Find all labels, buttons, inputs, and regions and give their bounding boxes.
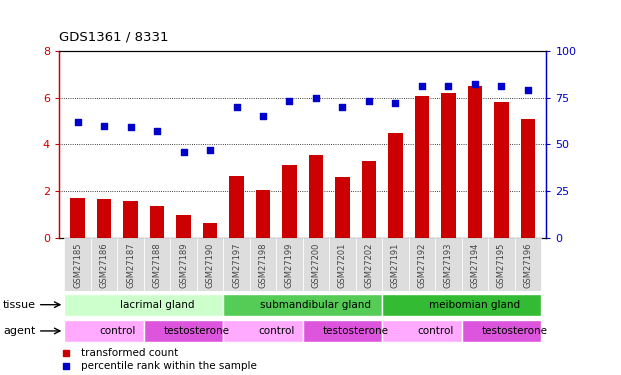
Text: GSM27186: GSM27186 [99,242,109,288]
FancyBboxPatch shape [303,238,329,291]
Text: transformed count: transformed count [81,348,178,358]
Text: tissue: tissue [3,300,36,310]
Point [152,128,162,134]
Bar [123,201,138,238]
Text: GSM27185: GSM27185 [73,242,82,288]
FancyBboxPatch shape [461,238,488,291]
FancyBboxPatch shape [488,238,515,291]
FancyBboxPatch shape [382,294,541,316]
FancyBboxPatch shape [224,294,382,316]
Bar [441,93,456,238]
Point [311,94,321,100]
Text: GSM27188: GSM27188 [153,242,161,288]
FancyBboxPatch shape [65,320,144,342]
Text: GSM27187: GSM27187 [126,242,135,288]
FancyBboxPatch shape [144,238,170,291]
FancyBboxPatch shape [515,238,541,291]
Text: control: control [99,326,135,336]
FancyBboxPatch shape [356,238,382,291]
Point [99,123,109,129]
Text: GSM27194: GSM27194 [471,242,479,288]
Point [205,147,215,153]
Bar [309,155,324,238]
FancyBboxPatch shape [91,238,117,291]
Bar [468,86,483,238]
FancyBboxPatch shape [435,238,461,291]
Bar [335,177,350,238]
Text: GSM27201: GSM27201 [338,242,347,288]
Text: testosterone: testosterone [482,326,548,336]
Bar [70,198,85,238]
Bar [202,223,217,238]
Bar [282,165,297,238]
Bar [388,133,403,238]
Bar [520,118,535,238]
Text: lacrimal gland: lacrimal gland [120,300,194,310]
Point [337,104,347,110]
Point [364,98,374,104]
FancyBboxPatch shape [382,320,461,342]
FancyBboxPatch shape [250,238,276,291]
Text: testosterone: testosterone [323,326,389,336]
Text: GSM27196: GSM27196 [524,242,532,288]
FancyBboxPatch shape [382,238,409,291]
Point [523,87,533,93]
Bar [176,214,191,238]
FancyBboxPatch shape [276,238,303,291]
Text: GSM27200: GSM27200 [312,242,320,288]
FancyBboxPatch shape [197,238,224,291]
Text: GSM27190: GSM27190 [206,242,214,288]
Text: GSM27195: GSM27195 [497,242,506,288]
Bar [229,176,244,238]
Text: testosterone: testosterone [164,326,230,336]
Text: meibomian gland: meibomian gland [429,300,520,310]
Bar [97,200,111,238]
FancyBboxPatch shape [329,238,356,291]
Bar [361,161,376,238]
Text: GSM27202: GSM27202 [365,242,373,288]
Text: control: control [258,326,294,336]
Text: GSM27193: GSM27193 [444,242,453,288]
Text: submandibular gland: submandibular gland [260,300,371,310]
Point [232,104,242,110]
Text: GSM27191: GSM27191 [391,242,400,288]
Text: GSM27199: GSM27199 [285,242,294,288]
Point [391,100,401,106]
FancyBboxPatch shape [117,238,144,291]
Point [125,124,135,130]
Point [417,83,427,89]
Point [179,149,189,155]
FancyBboxPatch shape [144,320,224,342]
FancyBboxPatch shape [170,238,197,291]
FancyBboxPatch shape [224,238,250,291]
FancyBboxPatch shape [303,320,382,342]
FancyBboxPatch shape [65,238,91,291]
Point [443,83,453,89]
Bar [256,190,270,238]
FancyBboxPatch shape [224,320,303,342]
FancyBboxPatch shape [65,294,224,316]
Text: GSM27197: GSM27197 [232,242,241,288]
Text: GDS1361 / 8331: GDS1361 / 8331 [59,30,168,43]
Bar [415,96,429,238]
Text: GSM27192: GSM27192 [417,242,427,288]
Text: GSM27189: GSM27189 [179,242,188,288]
Text: percentile rank within the sample: percentile rank within the sample [81,361,257,371]
Text: control: control [417,326,453,336]
Point [258,113,268,119]
FancyBboxPatch shape [409,238,435,291]
Text: GSM27198: GSM27198 [258,242,268,288]
Bar [494,102,509,238]
FancyBboxPatch shape [461,320,541,342]
Bar [150,207,165,238]
Point [73,119,83,125]
Point [496,83,506,89]
Point [284,98,294,104]
Text: agent: agent [3,326,35,336]
Point [470,81,480,87]
